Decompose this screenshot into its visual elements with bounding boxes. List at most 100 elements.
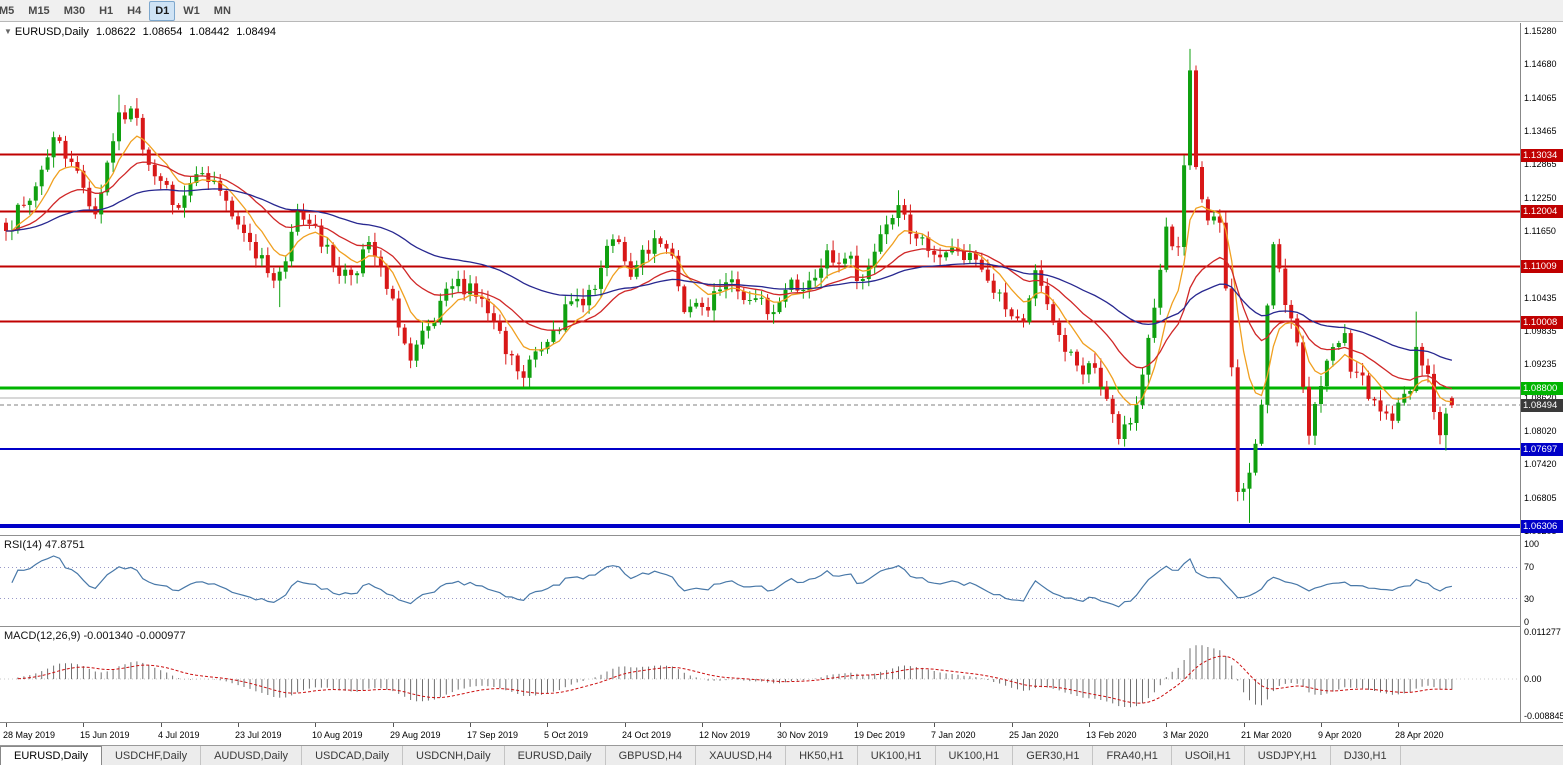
- chart-title: ▼ EURUSD,Daily 1.08622 1.08654 1.08442 1.0849…: [4, 26, 276, 38]
- time-axis-tick: [702, 723, 703, 727]
- price-axis-label: 1.13465: [1524, 126, 1557, 136]
- time-axis-label: 25 Jan 2020: [1009, 730, 1059, 740]
- time-axis-label: 24 Oct 2019: [622, 730, 672, 740]
- price-axis-label: 100: [1524, 539, 1540, 549]
- time-axis-label: 17 Sep 2019: [467, 730, 519, 740]
- time-axis-label: 23 Jul 2019: [235, 730, 282, 740]
- price-line-tag: 1.06306: [1521, 520, 1563, 533]
- panel-separator[interactable]: [0, 535, 1563, 536]
- chart-tab-audusd-daily[interactable]: AUDUSD,Daily: [201, 746, 303, 765]
- price-axis-label: 1.07420: [1524, 459, 1557, 469]
- macd-panel: MACD(12,26,9) -0.001340 -0.000977: [0, 627, 1520, 721]
- ohlc-open: 1.08622: [95, 26, 136, 38]
- price-axis-label: 0: [1524, 617, 1530, 627]
- time-axis-tick: [780, 723, 781, 727]
- price-axis[interactable]: 1.15280 1.14680 1.14065 1.13465 1.12865 1.122…: [1520, 23, 1563, 722]
- price-axis-label: 1.14680: [1524, 59, 1557, 69]
- chart-tab-usdjpy-h1[interactable]: USDJPY,H1: [1245, 746, 1331, 765]
- timeframe-button-w1[interactable]: W1: [183, 4, 200, 17]
- price-line-tag: 1.10008: [1521, 316, 1563, 329]
- chart-tab-usdcnh-daily[interactable]: USDCNH,Daily: [403, 746, 505, 765]
- time-axis-label: 10 Aug 2019: [312, 730, 363, 740]
- chart-tab-eurusd-daily[interactable]: EURUSD,Daily: [0, 746, 102, 765]
- chart-tab-usoil-h1[interactable]: USOil,H1: [1172, 746, 1245, 765]
- time-axis-label: 30 Nov 2019: [777, 730, 829, 740]
- timeframe-button-m5[interactable]: M5: [0, 4, 15, 17]
- rsi-panel: RSI(14) 47.8751: [0, 536, 1520, 626]
- ohlc-high: 1.08654: [142, 26, 183, 38]
- ohlc-close: 1.08494: [236, 26, 276, 38]
- time-axis-tick: [470, 723, 471, 727]
- price-axis-label: 0.00: [1524, 674, 1542, 684]
- time-axis-tick: [83, 723, 84, 727]
- time-axis-label: 5 Oct 2019: [544, 730, 589, 740]
- chart-tab-usdchf-daily[interactable]: USDCHF,Daily: [102, 746, 202, 765]
- time-axis-tick: [1321, 723, 1322, 727]
- timeframe-button-m30[interactable]: M30: [63, 4, 86, 17]
- price-axis-label: 0.011277: [1524, 627, 1561, 637]
- chart-tab-uk100-h1[interactable]: UK100,H1: [858, 746, 936, 765]
- time-axis-tick: [1166, 723, 1167, 727]
- time-axis-tick: [934, 723, 935, 727]
- time-axis-label: 12 Nov 2019: [699, 730, 751, 740]
- time-axis-tick: [161, 723, 162, 727]
- time-axis-label: 15 Jun 2019: [80, 730, 130, 740]
- time-axis-tick: [6, 723, 7, 727]
- price-axis-label: 1.08620: [1524, 393, 1557, 403]
- chart-symbol: EURUSD,Daily: [14, 26, 89, 38]
- timeframe-button-h1[interactable]: H1: [99, 4, 114, 17]
- price-chart[interactable]: [0, 23, 1520, 535]
- price-line-tag: 1.13034: [1521, 149, 1563, 162]
- timeframe-button-m15[interactable]: M15: [28, 4, 50, 17]
- price-axis-label: 1.12865: [1524, 159, 1557, 169]
- time-axis-label: 13 Feb 2020: [1086, 730, 1137, 740]
- price-line-tag: 1.08800: [1521, 382, 1563, 395]
- timeframe-button-h4[interactable]: H4: [127, 4, 142, 17]
- panel-separator[interactable]: [0, 626, 1563, 627]
- time-axis-label: 28 Apr 2020: [1395, 730, 1444, 740]
- collapse-arrow-icon[interactable]: ▼: [4, 27, 12, 36]
- time-axis-tick: [1012, 723, 1013, 727]
- timeframe-button-d1[interactable]: D1: [149, 0, 176, 21]
- time-axis-label: 3 Mar 2020: [1163, 730, 1209, 740]
- rsi-label: RSI(14) 47.8751: [4, 539, 85, 551]
- time-axis-label: 29 Aug 2019: [390, 730, 441, 740]
- time-axis[interactable]: 28 May 2019 15 Jun 2019 4 Jul 2019 23 Jul 2…: [0, 722, 1563, 745]
- price-axis-label: 30: [1524, 594, 1535, 604]
- time-axis-tick: [625, 723, 626, 727]
- chart-tab-eurusd-daily[interactable]: EURUSD,Daily: [505, 746, 606, 765]
- price-axis-label: 1.14065: [1524, 93, 1557, 103]
- time-axis-tick: [1398, 723, 1399, 727]
- chart-window: ▼ EURUSD,Daily 1.08622 1.08654 1.08442 1.0849…: [0, 23, 1563, 745]
- chart-tab-gbpusd-h4[interactable]: GBPUSD,H4: [606, 746, 697, 765]
- time-axis-label: 7 Jan 2020: [931, 730, 976, 740]
- chart-tab-ger30-h1[interactable]: GER30,H1: [1013, 746, 1094, 765]
- price-axis-label: 1.11650: [1524, 226, 1556, 236]
- time-axis-label: 19 Dec 2019: [854, 730, 906, 740]
- chart-tab-uk100-h1[interactable]: UK100,H1: [936, 746, 1014, 765]
- macd-chart[interactable]: [0, 627, 1520, 721]
- price-axis-label: 1.06805: [1524, 493, 1557, 503]
- rsi-chart[interactable]: [0, 536, 1520, 626]
- price-line-tag: 1.07697: [1521, 443, 1563, 456]
- chart-tab-usdcad-daily[interactable]: USDCAD,Daily: [302, 746, 404, 765]
- price-line-tag: 1.12004: [1521, 205, 1563, 218]
- macd-label: MACD(12,26,9) -0.001340 -0.000977: [4, 630, 186, 642]
- chart-tab-hk50-h1[interactable]: HK50,H1: [786, 746, 858, 765]
- time-axis-label: 4 Jul 2019: [158, 730, 200, 740]
- timeframe-button-mn[interactable]: MN: [213, 4, 231, 17]
- price-axis-label: 1.10435: [1524, 293, 1557, 303]
- time-axis-tick: [315, 723, 316, 727]
- time-axis-label: 9 Apr 2020: [1318, 730, 1362, 740]
- time-axis-tick: [1244, 723, 1245, 727]
- chart-tab-dj30-h1[interactable]: DJ30,H1: [1331, 746, 1401, 765]
- ohlc-low: 1.08442: [189, 26, 230, 38]
- timeframe-toolbar: M5 M15 M30 H1 H4 D1 W1 MN: [0, 0, 1563, 22]
- time-axis-tick: [857, 723, 858, 727]
- chart-tab-fra40-h1[interactable]: FRA40,H1: [1093, 746, 1172, 765]
- price-axis-label: 70: [1524, 562, 1535, 572]
- price-axis-label: 1.08020: [1524, 426, 1557, 436]
- chart-tabs-bar: EURUSD,Daily USDCHF,Daily AUDUSD,Daily USDC…: [0, 745, 1563, 765]
- chart-tab-xauusd-h4[interactable]: XAUUSD,H4: [696, 746, 787, 765]
